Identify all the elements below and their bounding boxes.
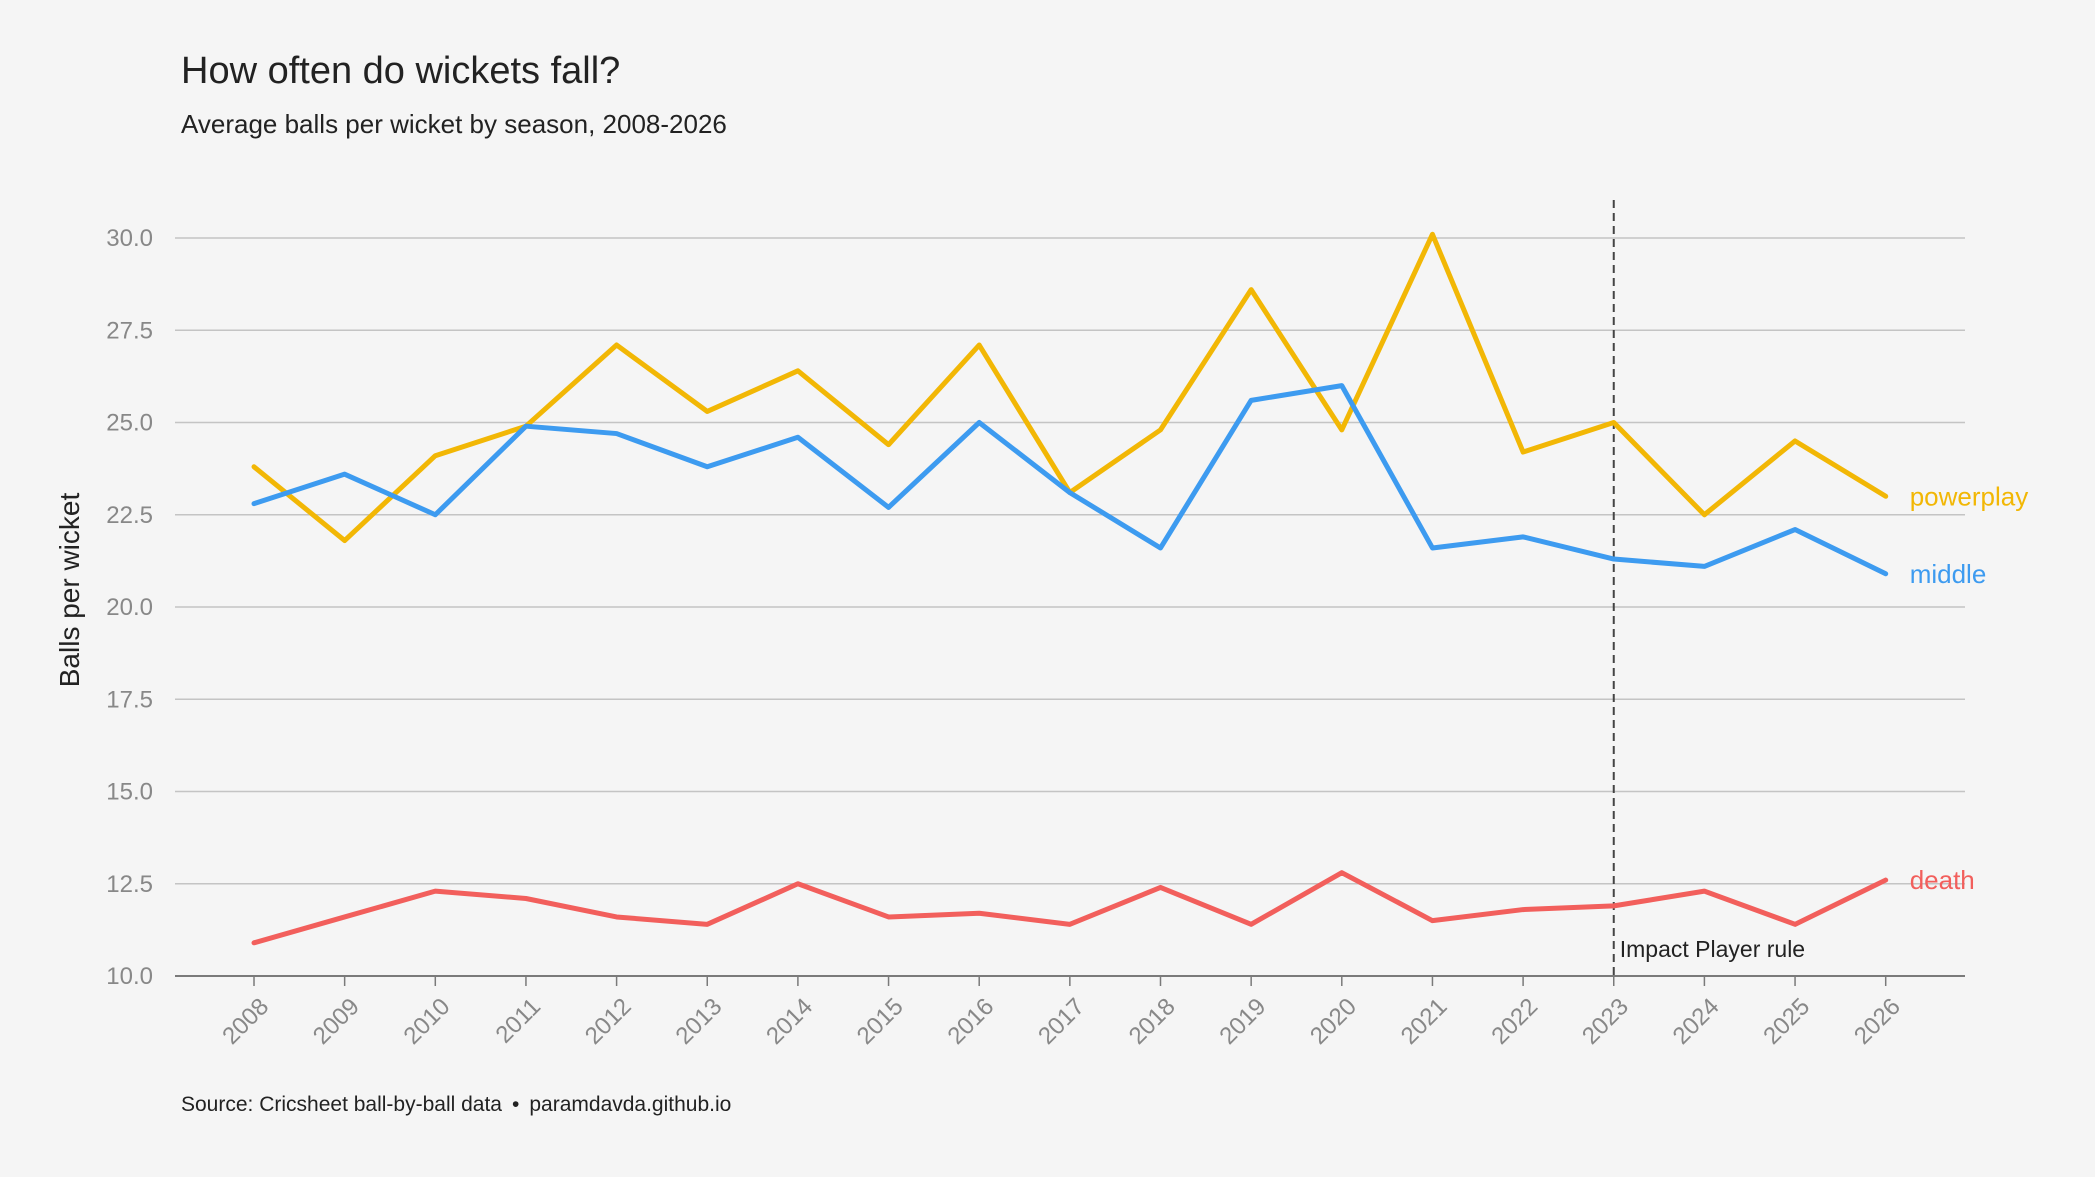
series-labels: powerplay middle death <box>1910 481 2029 895</box>
y-tick-label: 22.5 <box>106 502 153 529</box>
annotation-layer: Impact Player rule <box>1612 200 1805 976</box>
x-tick-label: 2011 <box>490 993 546 1049</box>
x-tick-label: 2017 <box>1033 993 1090 1050</box>
x-tick-label: 2015 <box>852 993 909 1050</box>
x-tick-label: 2010 <box>399 993 456 1050</box>
y-tick-label: 15.0 <box>106 779 153 806</box>
source-text: Source: Cricsheet ball-by-ball data <box>181 1093 502 1116</box>
series-label-middle: middle <box>1910 559 1987 589</box>
x-tick-label: 2016 <box>942 993 999 1050</box>
source-separator: • <box>512 1093 520 1116</box>
source-site: paramdavda.github.io <box>529 1093 732 1116</box>
x-tick-label: 2026 <box>1849 993 1906 1050</box>
series-line-death <box>251 870 1889 946</box>
grid-lines <box>175 237 1965 977</box>
x-tick-label: 2008 <box>217 993 274 1050</box>
chart-subtitle: Average balls per wicket by season, 2008… <box>181 109 727 139</box>
series-label-powerplay: powerplay <box>1910 481 2029 511</box>
x-tick-label: 2019 <box>1214 993 1271 1050</box>
x-tick-label: 2023 <box>1577 993 1634 1050</box>
series-line-middle <box>251 383 1889 577</box>
x-tick-label: 2012 <box>580 993 637 1050</box>
y-tick-label: 20.0 <box>106 594 153 621</box>
series-lines <box>251 231 1889 946</box>
x-tick-label: 2021 <box>1396 993 1453 1050</box>
y-tick-label: 27.5 <box>106 317 153 344</box>
x-tick-label: 2014 <box>761 993 818 1050</box>
x-tick-label: 2009 <box>308 993 365 1050</box>
x-tick-label: 2020 <box>1305 993 1362 1050</box>
y-tick-label: 30.0 <box>106 225 153 252</box>
y-tick-label: 12.5 <box>106 871 153 898</box>
series-label-death: death <box>1910 865 1975 895</box>
impact-player-rule-label: Impact Player rule <box>1620 936 1805 962</box>
source-note: Source: Cricsheet ball-by-ball data • para… <box>181 1093 731 1117</box>
y-tick-label: 17.5 <box>106 686 153 713</box>
x-tick-label: 2018 <box>1124 993 1181 1050</box>
chart-title: How often do wickets fall? <box>181 50 621 92</box>
y-tick-label: 10.0 <box>106 963 153 990</box>
x-tick-label: 2024 <box>1668 993 1725 1050</box>
x-tick-label: 2013 <box>671 993 728 1050</box>
y-axis-label: Balls per wicket <box>54 493 85 688</box>
x-tick-label: 2022 <box>1486 993 1543 1050</box>
x-tick-label: 2025 <box>1758 993 1815 1050</box>
y-tick-label: 25.0 <box>106 410 153 437</box>
